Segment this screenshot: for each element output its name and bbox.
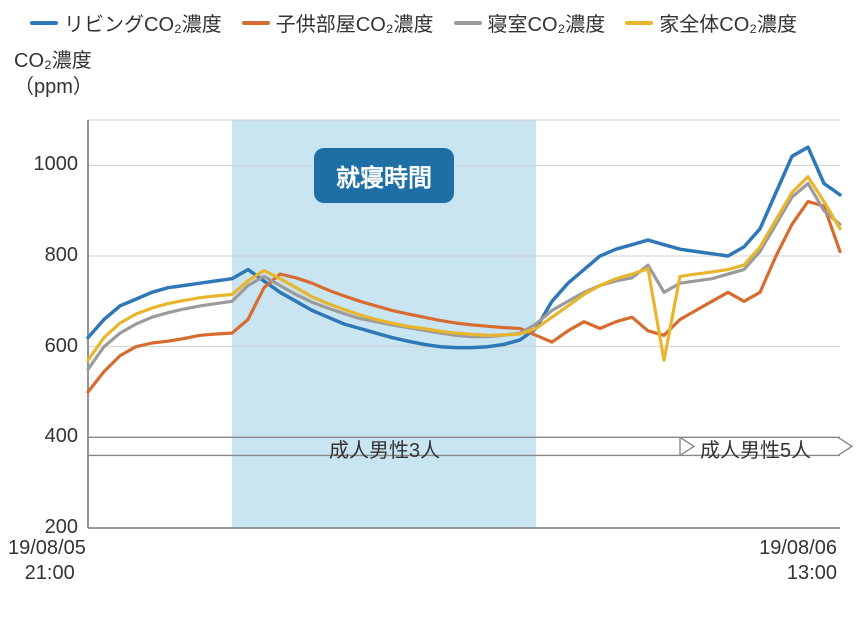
y-tick-label: 400 bbox=[18, 425, 78, 448]
plot-area bbox=[0, 0, 868, 634]
sleep-badge: 就寝時間 bbox=[314, 148, 454, 203]
y-tick-label: 600 bbox=[18, 335, 78, 358]
co2-line-chart: リビングCO₂濃度子供部屋CO₂濃度寝室CO₂濃度家全体CO₂濃度 CO₂濃度 … bbox=[0, 0, 868, 634]
occupancy-label-2: 成人男性5人 bbox=[700, 434, 811, 463]
x-axis-end-label: 19/08/06 13:00 bbox=[748, 536, 837, 586]
y-tick-label: 800 bbox=[18, 244, 78, 267]
x-axis-start-label: 19/08/05 21:00 bbox=[8, 536, 86, 586]
occupancy-label-1: 成人男性3人 bbox=[329, 434, 440, 463]
y-tick-label: 1000 bbox=[18, 153, 78, 176]
y-tick-label: 200 bbox=[18, 516, 78, 539]
